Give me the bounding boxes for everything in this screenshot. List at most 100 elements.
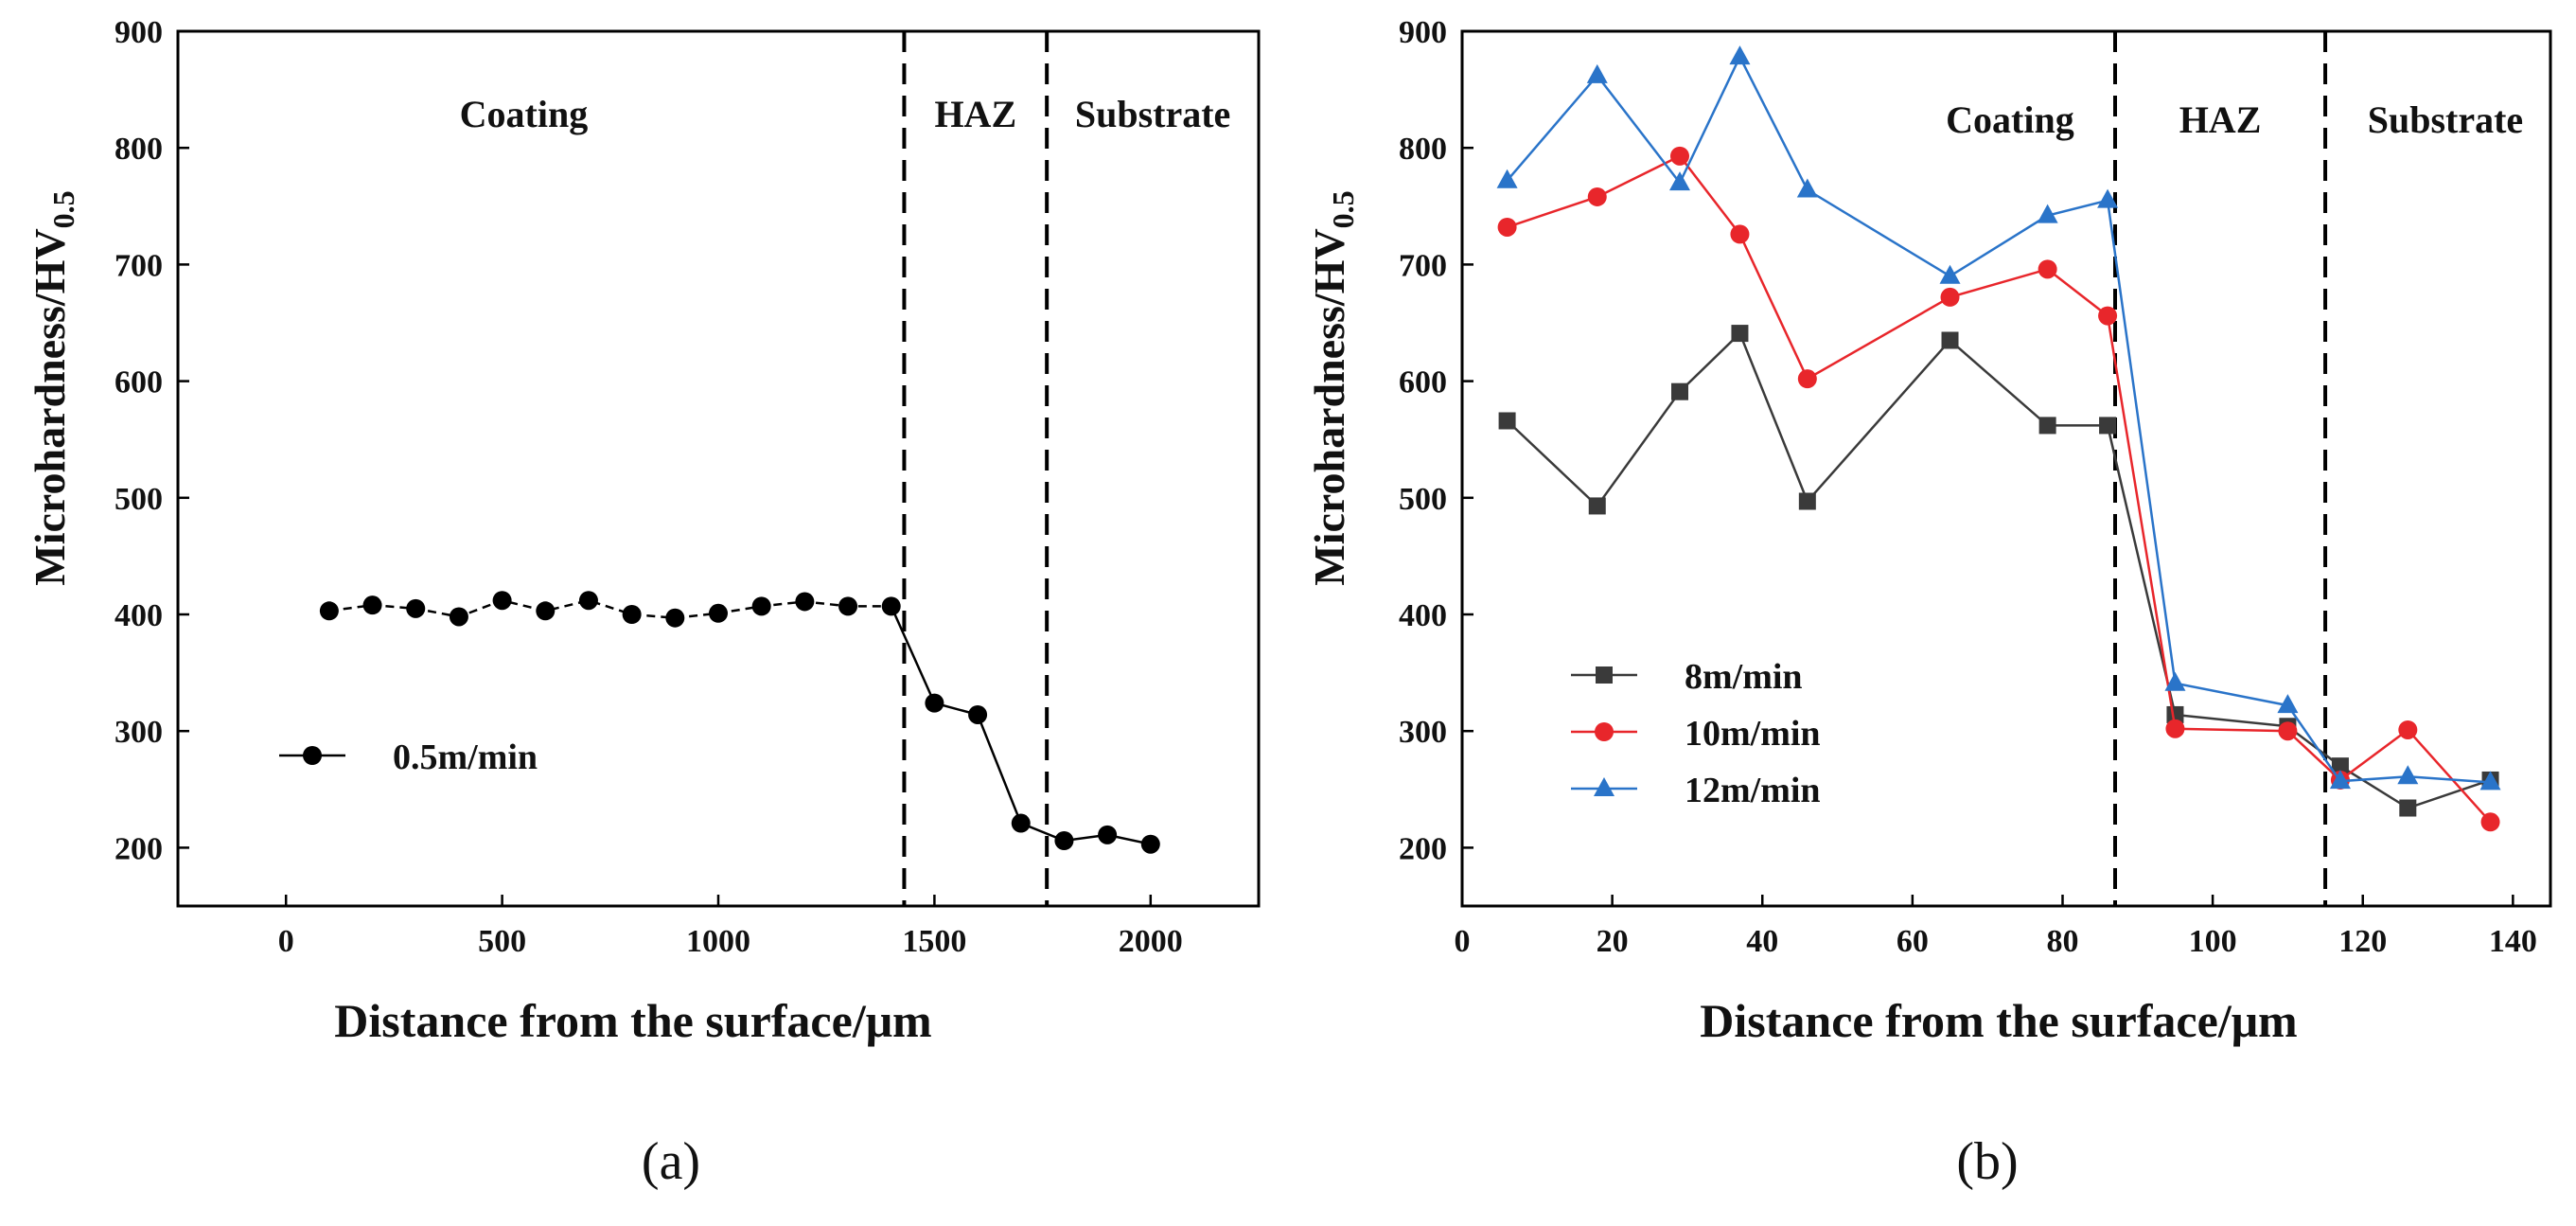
x-tick-label: 60 xyxy=(1897,924,1929,959)
legend-item-8m/min: 8m/min xyxy=(1571,657,1803,697)
x-tick-label: 120 xyxy=(2338,924,2387,959)
data-point xyxy=(1588,497,1606,515)
legend-label: 0.5m/min xyxy=(393,737,538,777)
data-point xyxy=(536,601,556,621)
region-label: HAZ xyxy=(2179,98,2262,141)
data-point xyxy=(1940,287,1960,307)
chart-panel-a: Microhardness/HV0.5 Distance from the su… xyxy=(26,15,1261,1191)
legend: 0.5m/min xyxy=(279,737,538,777)
data-point xyxy=(2399,799,2417,817)
data-point xyxy=(1498,412,1516,430)
legend-item-10m/min: 10m/min xyxy=(1571,714,1821,754)
legend-item-12m/min: 12m/min xyxy=(1571,771,1821,810)
x-tick-label: 2000 xyxy=(1119,924,1183,959)
data-point xyxy=(449,607,468,627)
x-axis-label: Distance from the surface/μm xyxy=(334,994,931,1047)
data-point xyxy=(968,704,988,724)
y-axis-label-main: Microhardness/HV xyxy=(1305,228,1353,585)
data-point xyxy=(2038,259,2057,279)
data-point xyxy=(362,595,382,615)
series-8m/min xyxy=(1498,325,2499,817)
y-tick-label: 200 xyxy=(115,831,163,866)
y-tick-label: 200 xyxy=(1399,831,1447,866)
y-tick-label: 600 xyxy=(1399,365,1447,400)
legend-marker xyxy=(1596,666,1613,684)
data-point xyxy=(1496,169,1518,188)
x-tick-label: 100 xyxy=(2189,924,2237,959)
data-point xyxy=(2398,720,2418,739)
y-axis-label: Microhardness/HV0.5 xyxy=(26,190,80,585)
data-point xyxy=(1054,831,1074,851)
y-axis-label-subscript: 0.5 xyxy=(1326,190,1360,228)
y-tick-label: 300 xyxy=(1399,715,1447,750)
data-point xyxy=(2097,188,2119,208)
y-tick-label: 700 xyxy=(1399,248,1447,283)
data-point xyxy=(1796,178,1818,198)
x-tick-label: 0 xyxy=(278,924,294,959)
data-point xyxy=(622,605,642,624)
data-point xyxy=(2166,705,2184,723)
data-point xyxy=(1939,264,1961,284)
data-point xyxy=(2397,765,2419,785)
region-label: Coating xyxy=(1946,98,2074,141)
data-point xyxy=(881,596,901,616)
legend-item-0.5m/min: 0.5m/min xyxy=(279,737,538,777)
y-tick-label: 900 xyxy=(1399,15,1447,50)
x-tick-label: 1000 xyxy=(686,924,750,959)
panel-label: (b) xyxy=(1956,1132,2018,1191)
data-point xyxy=(2278,721,2298,741)
chart-panel-b: Microhardness/HV0.5 Distance from the su… xyxy=(1305,15,2552,1191)
data-point xyxy=(2479,771,2501,791)
data-point xyxy=(1669,171,1690,191)
data-point xyxy=(1798,492,1816,510)
data-point xyxy=(709,603,728,623)
y-tick-label: 900 xyxy=(115,15,163,50)
y-axis-label: Microhardness/HV0.5 xyxy=(1305,190,1360,585)
series-12m/min xyxy=(1496,45,2501,791)
data-point xyxy=(406,598,426,618)
data-point xyxy=(1587,187,1607,206)
x-tick-label: 20 xyxy=(1597,924,1629,959)
data-point xyxy=(925,693,944,713)
x-axis-label: Distance from the surface/μm xyxy=(1700,994,2297,1047)
data-point xyxy=(1497,217,1517,237)
x-tick-label: 80 xyxy=(2046,924,2078,959)
data-point xyxy=(2480,812,2500,832)
data-point xyxy=(492,591,512,611)
data-point xyxy=(319,601,339,621)
data-point xyxy=(1797,369,1817,389)
data-point xyxy=(2164,671,2186,691)
data-point xyxy=(1730,224,1750,244)
region-label: Substrate xyxy=(1075,93,1230,135)
y-tick-label: 500 xyxy=(115,482,163,517)
plot-frame xyxy=(1460,29,2552,908)
legend-marker xyxy=(303,746,322,765)
series-line xyxy=(1506,330,2491,809)
data-point xyxy=(578,591,598,611)
series-0.5m/min xyxy=(319,591,1160,854)
data-point xyxy=(2037,204,2058,223)
panel-label: (a) xyxy=(642,1132,700,1191)
series-line-dashed xyxy=(328,598,891,619)
series-line xyxy=(1506,54,2491,784)
data-point xyxy=(2165,719,2185,738)
data-point xyxy=(795,592,815,612)
data-point xyxy=(2099,417,2117,435)
legend-label: 12m/min xyxy=(1685,771,1821,810)
y-axis-label-subscript: 0.5 xyxy=(46,190,80,228)
data-point xyxy=(2277,694,2299,714)
y-tick-label: 600 xyxy=(115,365,163,400)
data-point xyxy=(1731,325,1749,343)
legend-marker xyxy=(1595,722,1614,741)
y-tick-label: 800 xyxy=(115,132,163,167)
data-point xyxy=(751,596,771,616)
plot-frame xyxy=(176,29,1261,908)
legend-marker xyxy=(1594,777,1614,796)
data-point xyxy=(1670,146,1689,166)
region-label: Substrate xyxy=(2368,98,2523,141)
x-tick-label: 40 xyxy=(1746,924,1778,959)
data-point xyxy=(1729,45,1751,65)
y-tick-label: 400 xyxy=(115,598,163,633)
data-point xyxy=(2038,417,2056,435)
y-tick-label: 400 xyxy=(1399,598,1447,633)
